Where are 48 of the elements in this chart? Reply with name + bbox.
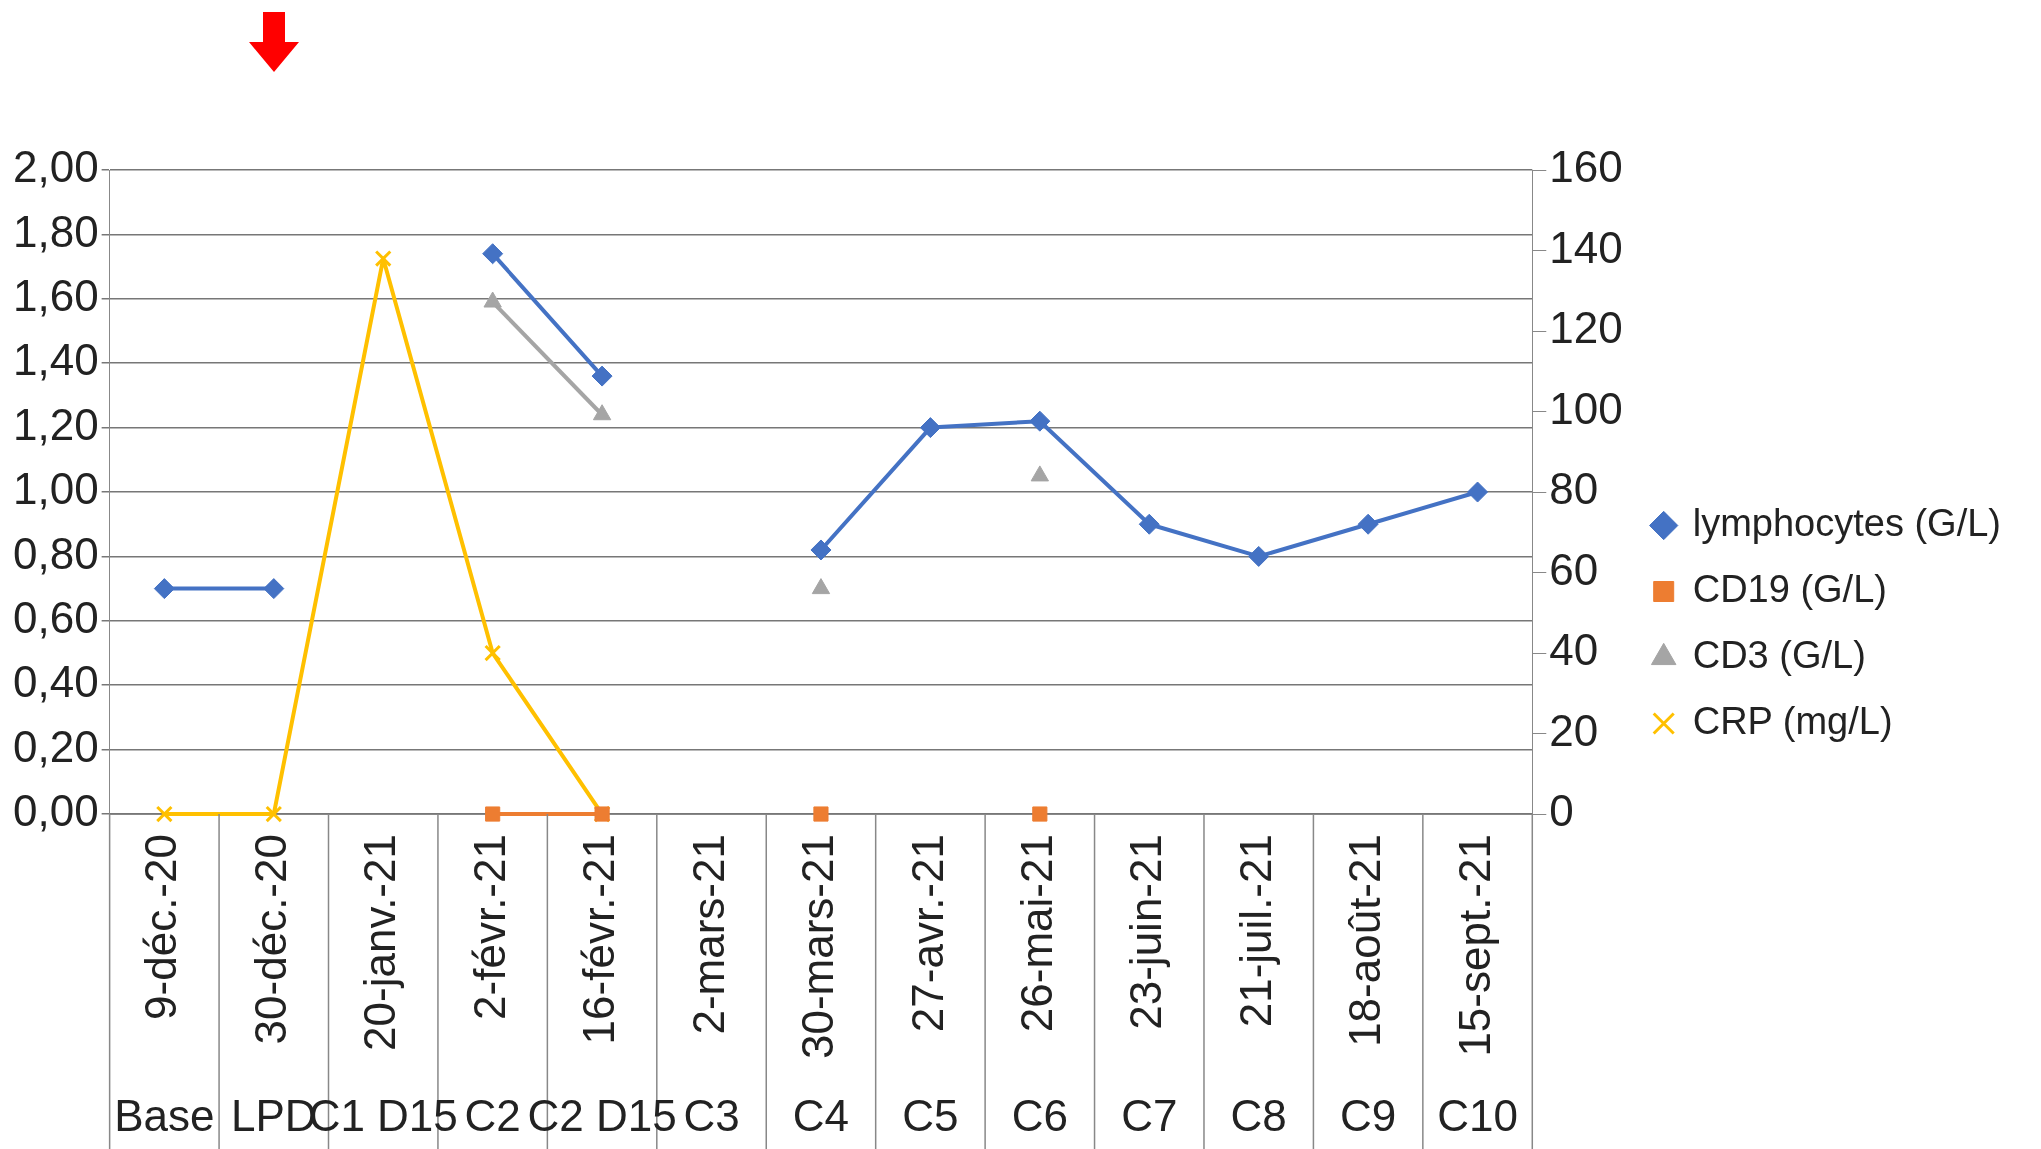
text: C2 bbox=[464, 1091, 521, 1141]
y-tick-label: 1,60 bbox=[13, 270, 99, 320]
x-tick-label: 30-mars-21 bbox=[793, 834, 843, 1060]
x-tick-label: 16-févr.-21 bbox=[574, 834, 624, 1045]
y2-tick-label: 0 bbox=[1549, 786, 1574, 836]
x-tick-label: 26-mai-21 bbox=[1011, 834, 1061, 1033]
y2-tick-label: 160 bbox=[1549, 142, 1623, 192]
y-tick-label: 0,80 bbox=[13, 528, 99, 578]
y-tick-label: 1,80 bbox=[13, 206, 99, 256]
text: C3 bbox=[683, 1091, 740, 1141]
y2-tick-label: 100 bbox=[1549, 383, 1623, 433]
legend-label: CD19 (G/L) bbox=[1692, 567, 1887, 610]
x-tick-label: 15-sept.-21 bbox=[1449, 834, 1499, 1057]
text: Base bbox=[114, 1091, 215, 1141]
y-tick-label: 0,00 bbox=[13, 786, 99, 836]
text: C4 bbox=[792, 1091, 850, 1141]
x-tick-label: 20-janv.-21 bbox=[355, 834, 405, 1051]
y2-tick-label: 60 bbox=[1549, 544, 1599, 594]
text: C6 bbox=[1011, 1091, 1068, 1141]
y-tick-label: 1,00 bbox=[13, 464, 99, 514]
legend-label: CRP (mg/L) bbox=[1692, 699, 1893, 742]
y2-tick-label: 20 bbox=[1549, 705, 1599, 755]
y-tick-label: 2,00 bbox=[13, 142, 99, 192]
x-tick-label: 27-avr.-21 bbox=[902, 834, 952, 1033]
text: C10 bbox=[1437, 1091, 1518, 1141]
y-tick-label: 1,20 bbox=[13, 399, 99, 449]
y2-tick-label: 140 bbox=[1549, 222, 1623, 272]
x-tick-label: 21-juil.-21 bbox=[1230, 834, 1280, 1028]
legend-label: CD3 (G/L) bbox=[1692, 633, 1866, 676]
text: C2 D15 bbox=[527, 1091, 677, 1141]
y-tick-label: 0,40 bbox=[13, 657, 99, 707]
x-tick-label: 18-août-21 bbox=[1340, 834, 1390, 1047]
text: C7 bbox=[1121, 1091, 1178, 1141]
legend-label: lymphocytes (G/L) bbox=[1692, 501, 2002, 544]
x-tick-label: 9-déc.-20 bbox=[136, 834, 186, 1020]
y2-tick-label: 40 bbox=[1549, 625, 1599, 675]
y2-tick-label: 120 bbox=[1549, 303, 1623, 353]
x-tick-label: 2-mars-21 bbox=[683, 834, 733, 1035]
y-tick-label: 1,40 bbox=[13, 335, 99, 385]
x-tick-label: 30-déc.-20 bbox=[245, 834, 295, 1045]
text: C9 bbox=[1340, 1091, 1397, 1141]
y-tick-label: 0,60 bbox=[13, 592, 99, 642]
x-tick-label: 2-févr.-21 bbox=[464, 834, 514, 1020]
y2-tick-label: 80 bbox=[1549, 464, 1599, 514]
text: C8 bbox=[1230, 1091, 1287, 1141]
y-tick-label: 0,20 bbox=[13, 721, 99, 771]
text: C5 bbox=[902, 1091, 959, 1141]
x-tick-label: 23-juin-21 bbox=[1121, 834, 1171, 1030]
